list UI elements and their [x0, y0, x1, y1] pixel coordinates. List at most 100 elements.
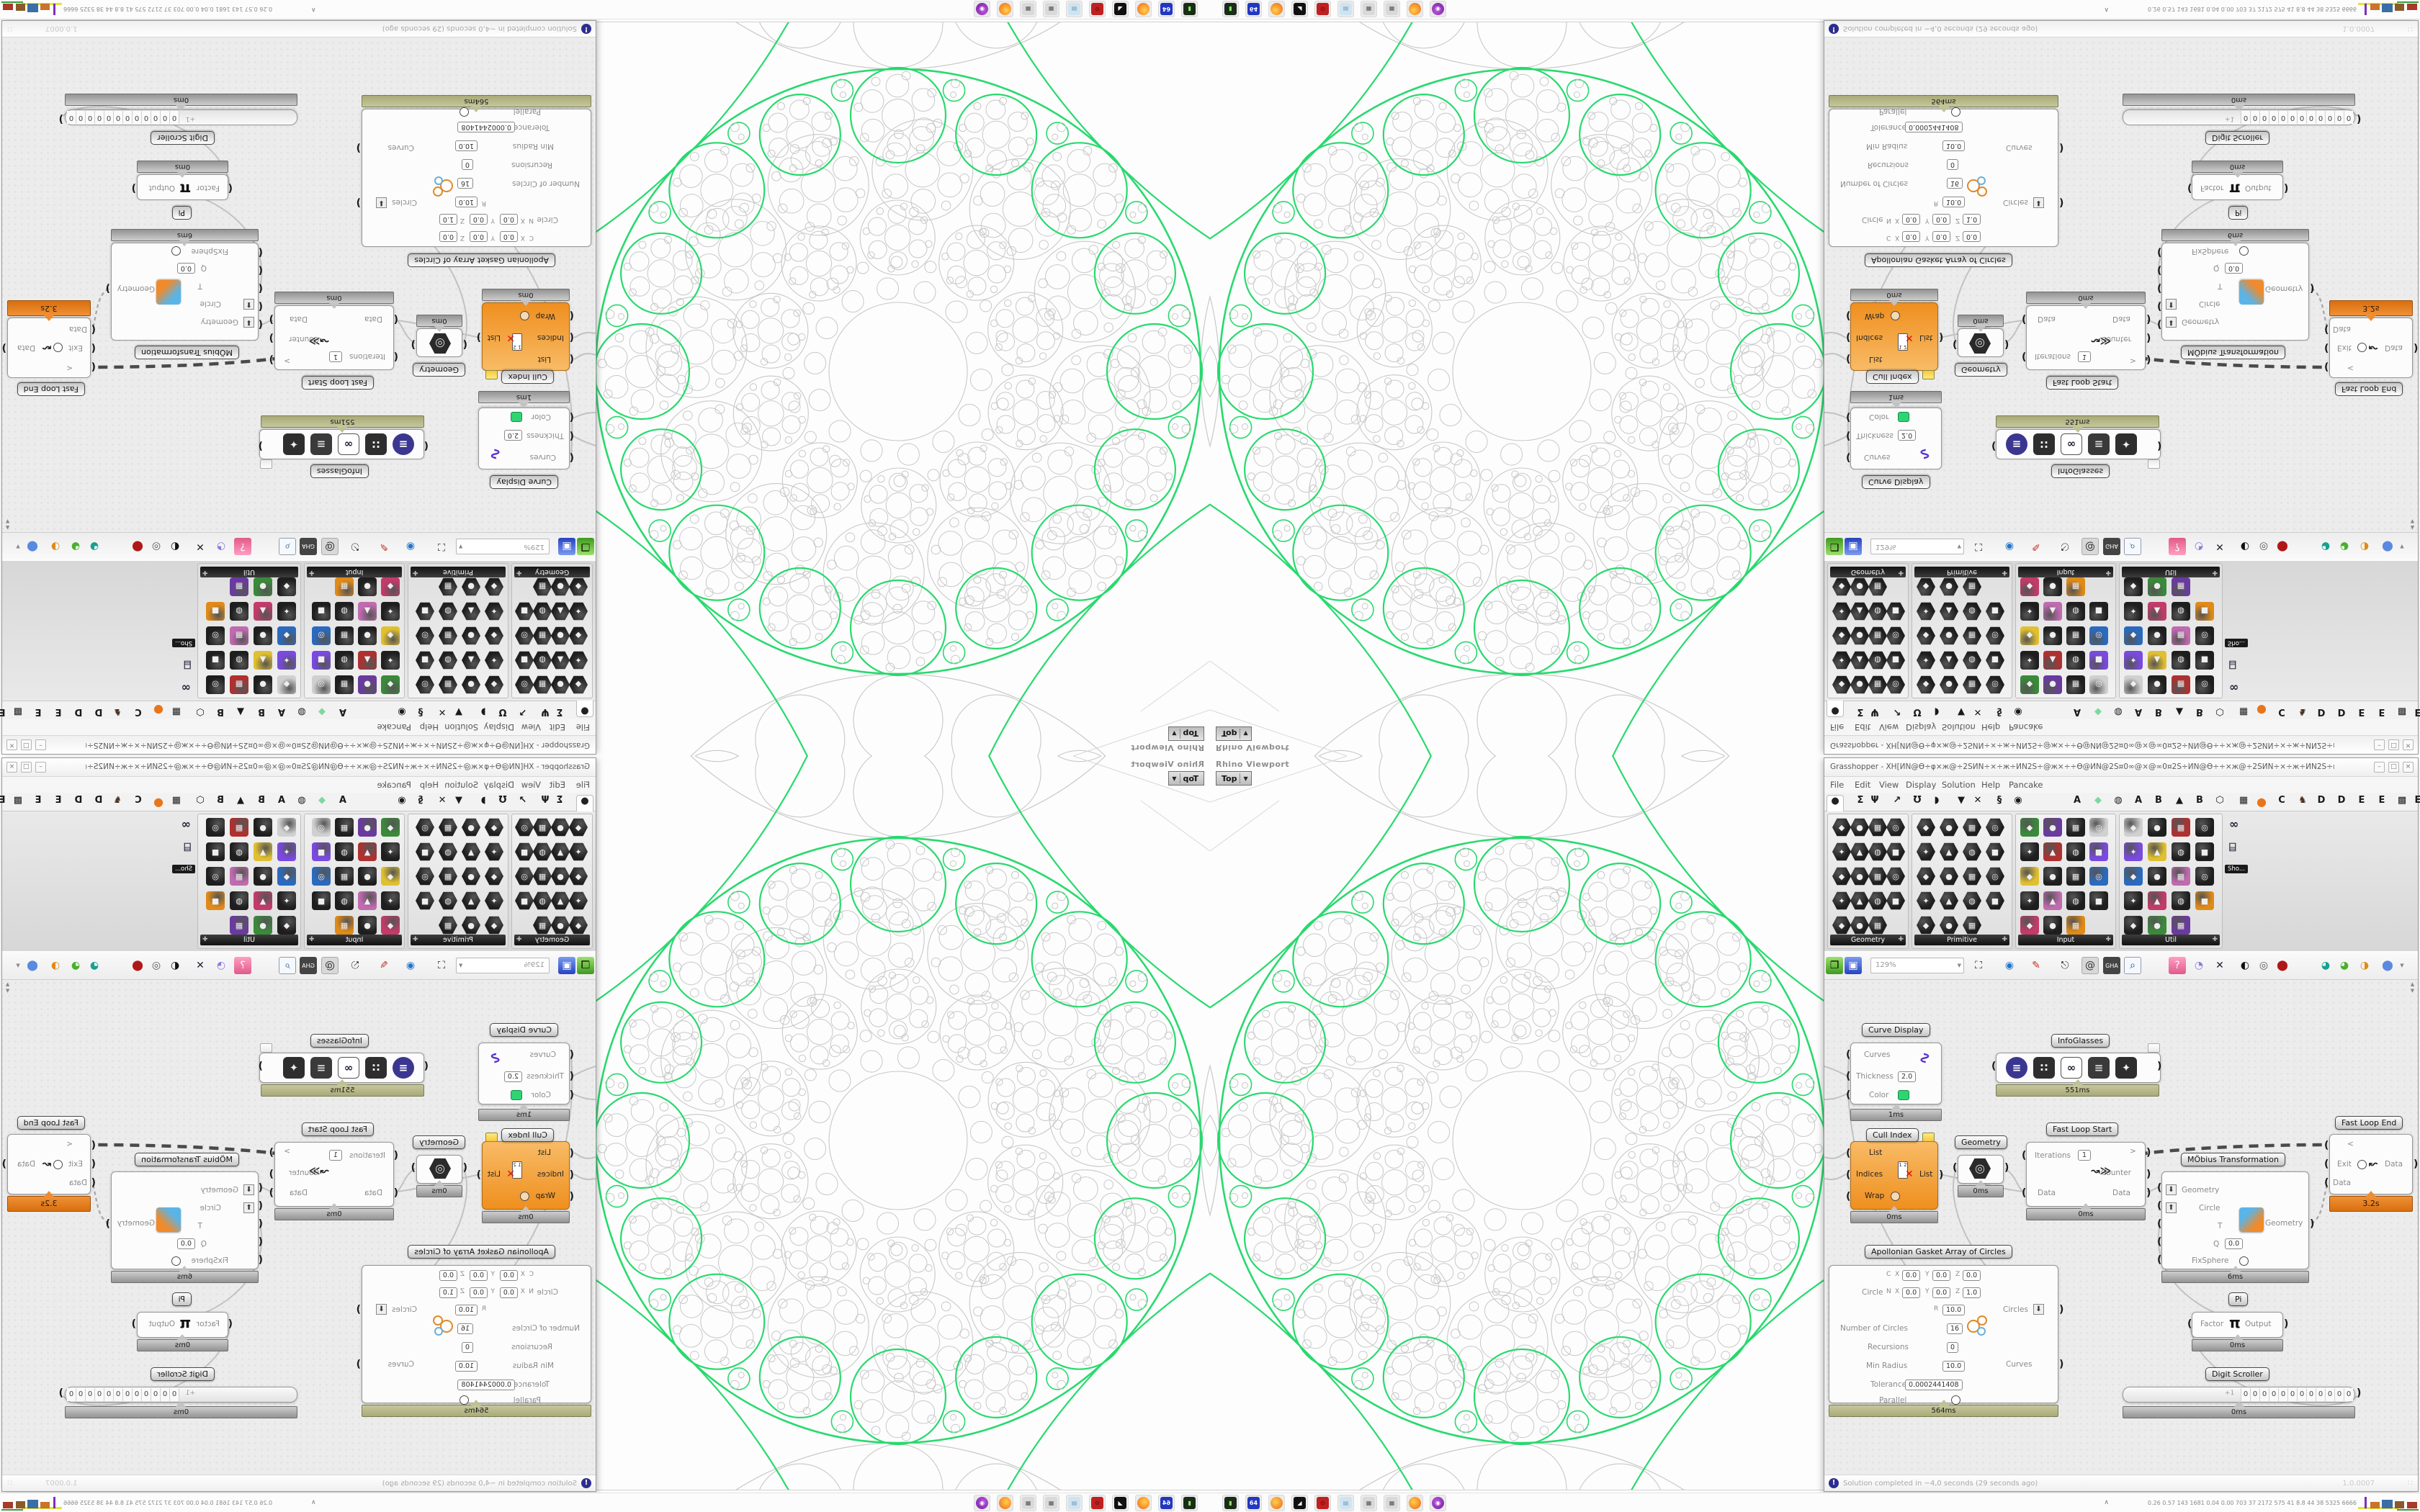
gh-canvas[interactable]: Curve Display ( ( ( Curves Thickness 2.0… [1824, 980, 2418, 1476]
palette-item[interactable]: ◍ [439, 602, 457, 621]
red-gear-icon[interactable]: ✿ [1089, 1, 1106, 17]
preview-off-icon[interactable]: ◐ [170, 541, 180, 552]
component-tab-9[interactable]: ◉ [2014, 795, 2022, 806]
palette-item[interactable]: ◎ [1986, 818, 2004, 837]
palette-item[interactable]: ▲ [462, 602, 480, 621]
thickness-value[interactable]: 2.0 [503, 1071, 522, 1082]
palette-item[interactable]: ◆ [1832, 916, 1851, 935]
save-file-icon[interactable]: ▣ [1845, 538, 1862, 555]
r-value[interactable]: 10.0 [1942, 197, 1966, 207]
palette-item[interactable]: ◆ [1832, 577, 1851, 596]
curve-display-label[interactable]: Curve Display [1862, 475, 1930, 489]
palette-item[interactable]: ▲ [2043, 842, 2062, 861]
q-value[interactable]: 0.0 [2225, 1238, 2244, 1249]
component-tab-7[interactable]: ✕ [438, 706, 447, 717]
palette-item[interactable]: ● [2043, 818, 2062, 837]
digit-cell-8[interactable]: 0 [2316, 1388, 2325, 1401]
tray-expand-icon[interactable]: ∧ [311, 6, 316, 13]
component-tab-24[interactable]: E [55, 706, 62, 717]
palette-group-label-3[interactable]: ✚ Util [2122, 935, 2220, 945]
balloon-note[interactable] [260, 1043, 272, 1053]
palette-item[interactable]: ◍ [230, 842, 248, 861]
maze-icon[interactable]: ▦ [1361, 1, 1377, 17]
palette-item[interactable]: ● [2148, 626, 2166, 645]
gimp-icon[interactable]: ◢ [1291, 1, 1308, 17]
component-tab-24[interactable]: E [2358, 706, 2365, 717]
component-tab-14[interactable]: B [258, 795, 265, 806]
component-tab-11[interactable]: ◆ [2094, 706, 2102, 717]
palette-item[interactable]: ▦ [1868, 916, 1887, 935]
palette-item[interactable]: ▲ [254, 651, 272, 670]
digit-cell-3[interactable]: 0 [2269, 1388, 2278, 1401]
palette-item[interactable]: ◆ [381, 577, 400, 596]
palette-item[interactable]: ● [254, 867, 272, 886]
palette-item[interactable]: ◍ [2172, 602, 2190, 621]
tray-expand-icon[interactable]: ∧ [2104, 6, 2109, 13]
notepad-icon[interactable]: ▤ [1337, 1, 1354, 17]
sticky-note[interactable] [485, 370, 498, 379]
component-tab-9[interactable]: ◉ [398, 706, 406, 717]
tol-value[interactable]: 0.0002441408 [457, 1380, 515, 1390]
palette-group-label-0[interactable]: ✚ Geometry [514, 567, 590, 577]
apollonian-label[interactable]: Apollonian Gasket Array of Circles [408, 253, 555, 267]
infoglasses-label[interactable]: InfoGlasses [310, 1034, 369, 1048]
palette-item[interactable]: ▦ [533, 916, 552, 935]
exit-toggle[interactable] [53, 343, 63, 352]
preview-eye-icon[interactable]: ◉ [2004, 960, 2015, 971]
palette-item[interactable]: ◆ [2124, 626, 2143, 645]
num-value[interactable]: 16 [457, 1323, 473, 1334]
wrap-toggle[interactable] [1891, 311, 1900, 320]
palette-item[interactable]: ◍ [2172, 842, 2190, 861]
palette-item[interactable]: ✦ [2020, 651, 2039, 670]
palette-item[interactable]: ◆ [277, 916, 296, 935]
palette-item[interactable]: ◎ [515, 867, 534, 886]
palette-item[interactable]: ▦ [2172, 818, 2190, 837]
palette-item[interactable]: ◎ [515, 818, 534, 837]
palette-item[interactable]: ◍ [1963, 651, 1981, 670]
help-box-icon[interactable]: ? [234, 538, 251, 555]
gimp-icon[interactable]: ◢ [1291, 1495, 1308, 1511]
gha-globe-icon[interactable]: GHA [2103, 957, 2120, 974]
cz-value[interactable]: 0.0 [1963, 231, 1981, 242]
palette-item[interactable]: ✦ [569, 891, 588, 910]
menu-display[interactable]: Display [483, 722, 514, 732]
curve-display-label[interactable]: Curve Display [490, 475, 558, 489]
digit-cell-3[interactable]: 0 [2269, 111, 2278, 124]
palette-item[interactable]: ◆ [485, 675, 503, 694]
palette-item[interactable]: ■ [2195, 651, 2214, 670]
menu-help[interactable]: Help [1981, 780, 2001, 790]
palette-item[interactable]: ▲ [1940, 651, 1958, 670]
palette-item[interactable]: ◍ [533, 891, 552, 910]
palette-item[interactable]: ● [254, 818, 272, 837]
component-tab-26[interactable]: ▩ [2397, 795, 2407, 806]
palette-item[interactable]: ▲ [1850, 891, 1869, 910]
component-tab-12[interactable]: ◍ [297, 795, 306, 806]
pi-label[interactable]: Pi [171, 1292, 192, 1306]
toolbar-overflow-icon[interactable]: ▼ [2400, 963, 2404, 968]
digit-cell-2[interactable]: 0 [2259, 111, 2269, 124]
palette-item[interactable]: ◆ [277, 867, 296, 886]
red-gear-icon[interactable]: ✿ [1314, 1495, 1331, 1511]
gha-globe-icon[interactable]: GHA [2103, 538, 2120, 555]
exit-toggle[interactable] [2357, 343, 2367, 352]
maximize-button[interactable]: □ [2388, 739, 2399, 750]
maze-icon-2[interactable]: ▦ [1020, 1, 1036, 17]
palette-group-label-0[interactable]: ✚ Geometry [1830, 567, 1906, 577]
puzzle-icon[interactable]: ✦ [283, 433, 305, 455]
palette-item[interactable]: ◆ [2124, 577, 2143, 596]
palette-item[interactable]: ◍ [533, 602, 552, 621]
palette-item[interactable]: ◆ [2124, 867, 2143, 886]
color-swatch[interactable] [511, 1090, 522, 1100]
component-tab-3[interactable]: ↗ [1893, 795, 1901, 806]
palette-item[interactable]: ▲ [2148, 602, 2166, 621]
palette-item[interactable]: ◆ [277, 626, 296, 645]
component-tab-21[interactable]: ♞ [2298, 706, 2307, 717]
digit-scroller-label[interactable]: Digit Scroller [2205, 1367, 2269, 1381]
palette-item[interactable]: ✦ [1917, 842, 1935, 861]
digit-cell-1[interactable]: 0 [161, 1388, 170, 1401]
viewport-tab-top[interactable]: Top ▼ [1216, 771, 1252, 786]
palette-item[interactable]: ● [551, 626, 570, 645]
palette-item[interactable]: ▦ [1963, 916, 1981, 935]
r-value[interactable]: 10.0 [1942, 1305, 1966, 1315]
palette-item[interactable]: ● [1850, 916, 1869, 935]
